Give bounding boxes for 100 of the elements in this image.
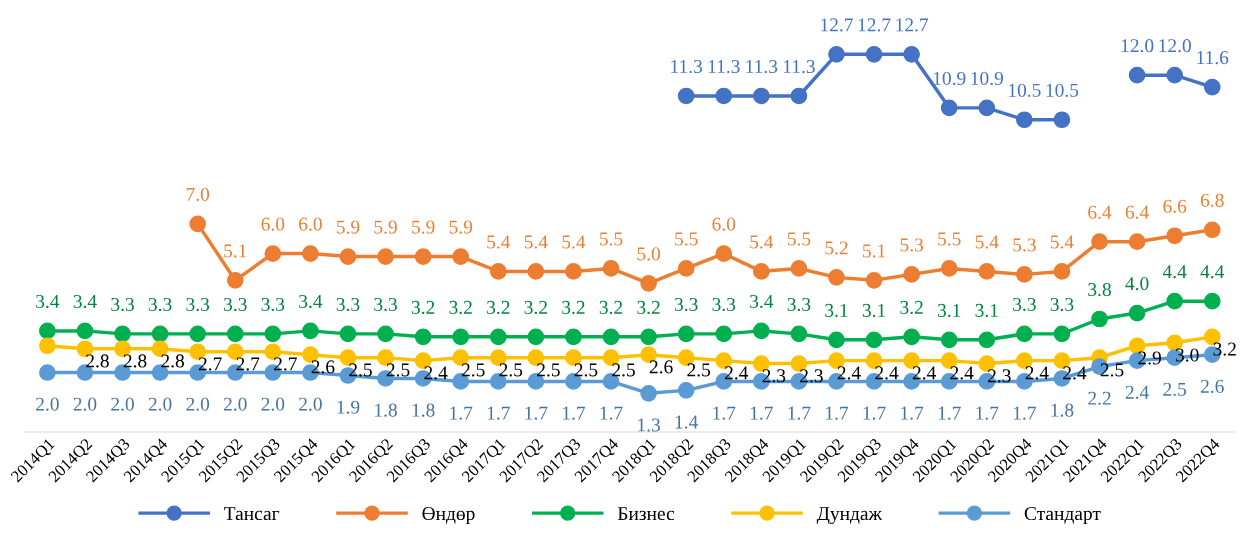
point	[226, 272, 244, 289]
point	[377, 248, 394, 265]
data-label: 1.7	[600, 406, 623, 420]
data-label: 3.1	[825, 303, 848, 317]
point	[828, 46, 845, 63]
data-label: 3.3	[261, 297, 285, 312]
point	[677, 382, 695, 399]
data-label: 6.6	[1163, 199, 1187, 213]
data-label: 12.0	[1121, 39, 1154, 53]
point	[640, 385, 657, 402]
point	[264, 325, 282, 343]
data-label: 3.2	[562, 300, 585, 315]
data-label: 3.2	[449, 300, 472, 315]
data-label: 3.3	[374, 297, 397, 312]
data-label: 5.5	[600, 232, 623, 246]
data-label: 3.4	[750, 294, 774, 309]
data-label: 6.4	[1125, 205, 1149, 219]
data-label: 2.7	[198, 357, 222, 371]
point	[640, 328, 657, 346]
data-label: 5.9	[412, 220, 435, 234]
data-label: 3.4	[299, 294, 323, 309]
point	[1203, 292, 1221, 310]
data-label: 12.7	[858, 18, 891, 32]
data-label: 1.7	[1013, 406, 1036, 420]
data-label: 3.3	[186, 297, 210, 312]
data-label: 6.0	[299, 217, 322, 231]
data-label: 2.8	[123, 354, 147, 368]
data-label: 3.2	[411, 300, 435, 315]
data-label: 3.3	[1050, 297, 1074, 312]
point	[377, 325, 394, 343]
point	[903, 328, 920, 346]
point	[978, 263, 996, 280]
point	[1166, 292, 1184, 310]
data-label: 5.4	[562, 235, 586, 249]
data-label: 2.5	[612, 363, 635, 377]
data-label: 11.3	[671, 59, 703, 74]
data-label: 4.4	[1162, 265, 1187, 279]
point	[828, 269, 845, 286]
legend-label: Стандарт	[1024, 507, 1101, 525]
point	[527, 328, 545, 346]
data-label: 1.7	[863, 406, 886, 420]
point	[452, 328, 470, 346]
data-label: 2.5	[687, 363, 711, 377]
data-label: 1.7	[750, 406, 773, 420]
point	[1016, 325, 1033, 343]
data-label: 2.3	[762, 369, 786, 383]
data-label: 1.7	[826, 406, 849, 420]
point	[76, 322, 94, 340]
data-label: 2.4	[837, 366, 861, 380]
data-label: 2.4	[424, 366, 448, 380]
point	[602, 328, 620, 346]
point	[1203, 221, 1221, 239]
data-label: 1.4	[675, 415, 699, 429]
data-label: 2.0	[223, 397, 247, 411]
point	[302, 245, 319, 262]
data-label: 1.8	[375, 403, 397, 417]
data-label: 2.5	[461, 363, 485, 377]
point	[790, 325, 808, 343]
data-label: 2.5	[349, 363, 372, 377]
point	[1016, 266, 1033, 283]
data-label: 5.1	[863, 244, 886, 258]
point	[489, 328, 507, 346]
legend-label: Дундаж	[816, 507, 883, 525]
data-label: 2.4	[1025, 366, 1049, 380]
point	[1091, 233, 1108, 251]
point	[489, 263, 507, 280]
data-label: 2.4	[912, 366, 936, 380]
point	[226, 325, 244, 343]
data-label: 3.1	[937, 303, 961, 317]
data-label: 5.9	[336, 220, 360, 234]
data-label: 3.3	[148, 297, 172, 312]
point	[1016, 111, 1033, 129]
data-label: 2.0	[111, 397, 134, 411]
data-label: 2.7	[274, 357, 297, 371]
point	[677, 325, 695, 343]
data-label: 1.8	[1051, 403, 1074, 417]
point	[1053, 325, 1071, 343]
data-label: 2.5	[537, 363, 560, 377]
point	[189, 215, 207, 233]
data-label: 2.0	[186, 397, 210, 411]
point	[565, 328, 582, 346]
data-label: 6.0	[712, 217, 736, 231]
data-label: 10.5	[1009, 83, 1041, 97]
data-label: 5.4	[524, 235, 548, 249]
data-label: 2.3	[800, 369, 823, 383]
data-label: 2.0	[148, 397, 172, 411]
data-label: 2.8	[161, 354, 185, 368]
data-label: 5.1	[224, 244, 247, 258]
point	[39, 337, 56, 355]
legend-label: Өндөр	[422, 507, 475, 525]
data-label: 1.3	[638, 418, 660, 432]
data-label: 3.3	[712, 297, 736, 312]
data-label: 5.5	[675, 232, 698, 246]
data-label: 3.2	[637, 300, 660, 315]
data-label: 3.4	[36, 294, 60, 309]
data-label: 2.5	[386, 363, 410, 377]
data-label: 1.7	[450, 406, 473, 420]
data-label: 2.0	[261, 397, 285, 411]
data-label: 12.7	[896, 18, 929, 32]
data-label: 2.4	[724, 366, 749, 380]
